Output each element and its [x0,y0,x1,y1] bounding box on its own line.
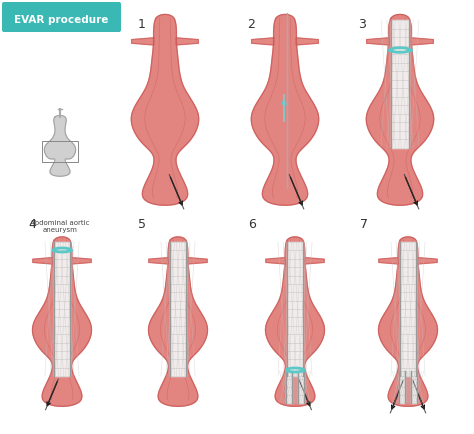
Polygon shape [298,371,304,403]
Polygon shape [367,38,389,45]
Polygon shape [33,258,53,264]
Polygon shape [379,237,438,406]
Text: 7: 7 [360,218,368,231]
Text: 1: 1 [138,18,146,31]
Polygon shape [411,38,433,45]
Polygon shape [265,237,325,406]
Polygon shape [366,14,434,205]
Polygon shape [252,38,274,45]
Text: 6: 6 [248,218,256,231]
Polygon shape [170,242,186,376]
Polygon shape [45,115,75,176]
Polygon shape [148,237,208,406]
Polygon shape [400,242,416,376]
Polygon shape [149,258,168,264]
Polygon shape [33,237,91,406]
Text: EVAR procedure: EVAR procedure [14,15,108,25]
Text: 4: 4 [28,218,36,231]
Polygon shape [391,20,409,148]
Polygon shape [54,242,70,376]
Polygon shape [411,371,418,403]
Polygon shape [72,258,91,264]
Text: 2: 2 [247,18,255,31]
Polygon shape [418,258,437,264]
FancyBboxPatch shape [2,2,121,32]
Polygon shape [379,258,399,264]
Polygon shape [266,258,285,264]
Text: Abdominal aortic
aneurysm: Abdominal aortic aneurysm [30,220,90,233]
Text: 5: 5 [138,218,146,231]
Polygon shape [188,258,207,264]
Polygon shape [296,38,319,45]
Polygon shape [131,14,199,205]
Text: 3: 3 [358,18,366,31]
Polygon shape [305,258,324,264]
Polygon shape [251,14,319,205]
Polygon shape [399,371,405,403]
Polygon shape [132,38,154,45]
Polygon shape [285,371,292,403]
Polygon shape [287,242,303,376]
Polygon shape [176,38,198,45]
